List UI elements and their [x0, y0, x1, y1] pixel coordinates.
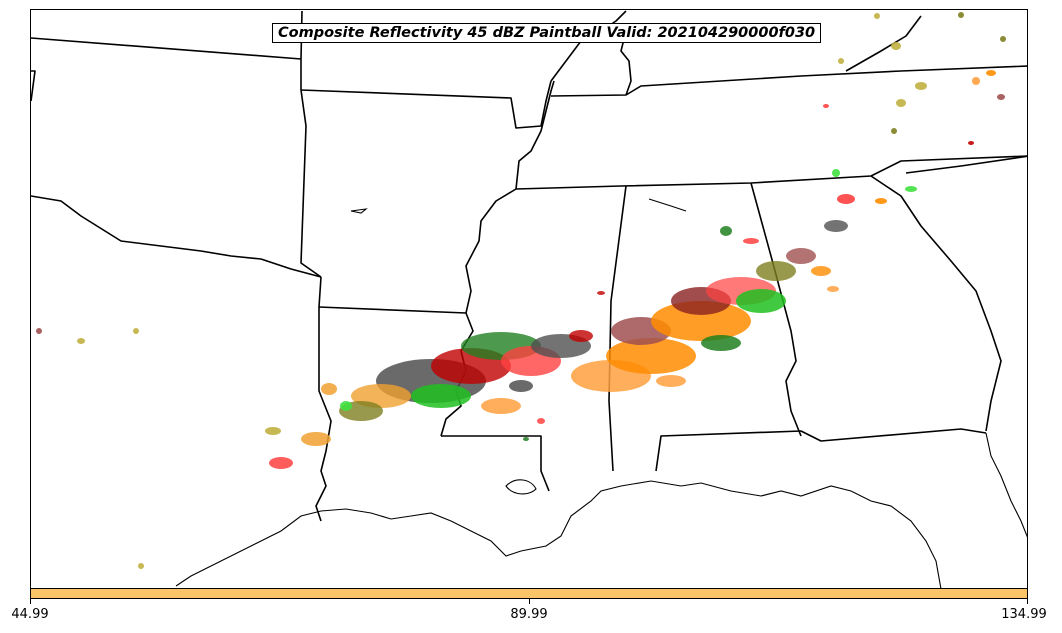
border-co-ks-top — [31, 37, 302, 60]
border-ohio-river — [550, 10, 627, 82]
map-svg — [31, 10, 1027, 588]
map-title: Composite Reflectivity 45 dBZ Paintball … — [272, 23, 822, 43]
border-la-ms-south — [441, 435, 550, 492]
colorbar — [30, 588, 1028, 599]
gulf-coast — [175, 480, 942, 588]
colorbar-tick — [1027, 599, 1028, 604]
colorbar-tick-label: 134.99 — [1001, 607, 1047, 622]
border-ok-ar — [300, 89, 322, 278]
florida-east-coast — [985, 432, 1027, 538]
reflectivity-paintball — [36, 12, 1006, 569]
border-tn-south — [515, 155, 1027, 190]
border-ks-mo — [300, 80, 552, 129]
lake-pontchartrain — [505, 479, 537, 495]
lake-ar — [350, 208, 368, 214]
border-va-nc — [845, 15, 922, 72]
colorbar-tick-label: 44.99 — [11, 607, 49, 622]
border-al-ga — [750, 182, 802, 437]
border-tx-west — [31, 70, 36, 102]
coastline — [175, 198, 1027, 588]
colorbar-tick — [30, 599, 31, 604]
lake-al — [648, 198, 687, 212]
border-tx-la — [315, 276, 332, 522]
colorbar-tick-label: 89.99 — [510, 607, 548, 622]
state-borders — [31, 10, 1027, 522]
border-ky-tn — [550, 65, 1027, 97]
border-ar-tn-ms — [465, 80, 555, 314]
border-in-ky — [620, 30, 632, 96]
border-ok-tx — [31, 195, 322, 278]
colorbar-tick — [529, 599, 530, 604]
map-area: Composite Reflectivity 45 dBZ Paintball … — [30, 9, 1028, 589]
border-ga-sc — [870, 175, 1002, 432]
border-nc-sc — [905, 155, 1027, 174]
border-al-fl — [655, 428, 987, 472]
border-ar-la — [318, 306, 467, 314]
